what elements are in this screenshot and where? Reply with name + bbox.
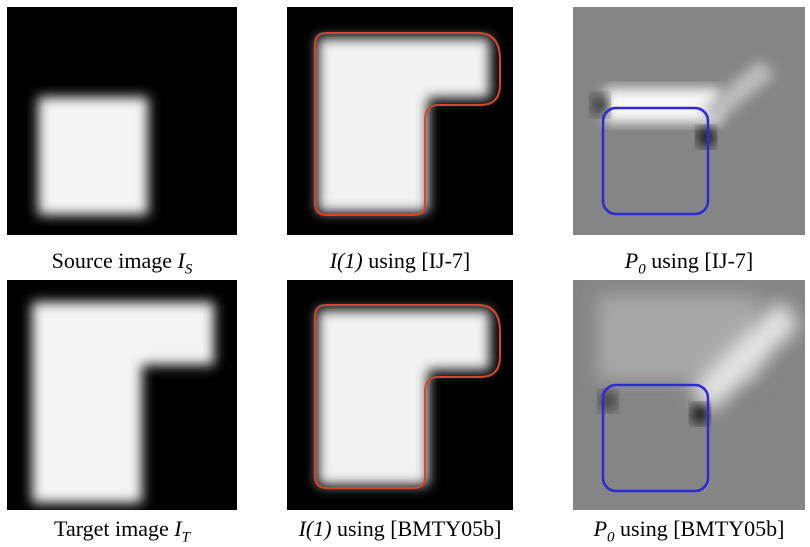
caption-text: using [BMTY05b] [337,516,501,541]
caption: I(1) using [IJ-7] [265,248,535,274]
caption: I(1) using [BMTY05b] [265,516,535,542]
source-image [7,7,237,235]
caption-math: I(1) [330,248,363,273]
caption-text: using [IJ-7] [651,248,753,273]
target-image [7,280,237,510]
caption-text: using [IJ-7] [368,248,470,273]
caption-subscript: 0 [638,261,646,277]
caption: P0 using [BMTY05b] [554,516,810,546]
caption-text: Source image [52,248,172,273]
caption-math: P [594,516,607,541]
figure: Source image ISI(1) using [IJ-7]P0 using… [0,0,810,547]
caption-math: P [625,248,638,273]
caption: Source image IS [0,248,257,278]
caption-math: I(1) [299,516,332,541]
caption: P0 using [IJ-7] [554,248,810,278]
caption-text: using [BMTY05b] [620,516,784,541]
caption-math: I [178,248,185,273]
velocity-ij7 [573,7,805,235]
caption-text: Target image [54,516,169,541]
caption-subscript: 0 [607,529,615,545]
caption: Target image IT [0,516,257,546]
caption-math: I [174,516,181,541]
warped-image-bmty [287,280,513,510]
velocity-bmty [573,280,805,510]
caption-subscript: S [185,261,193,277]
caption-subscript: T [182,529,190,545]
warped-image-ij7 [287,7,513,235]
